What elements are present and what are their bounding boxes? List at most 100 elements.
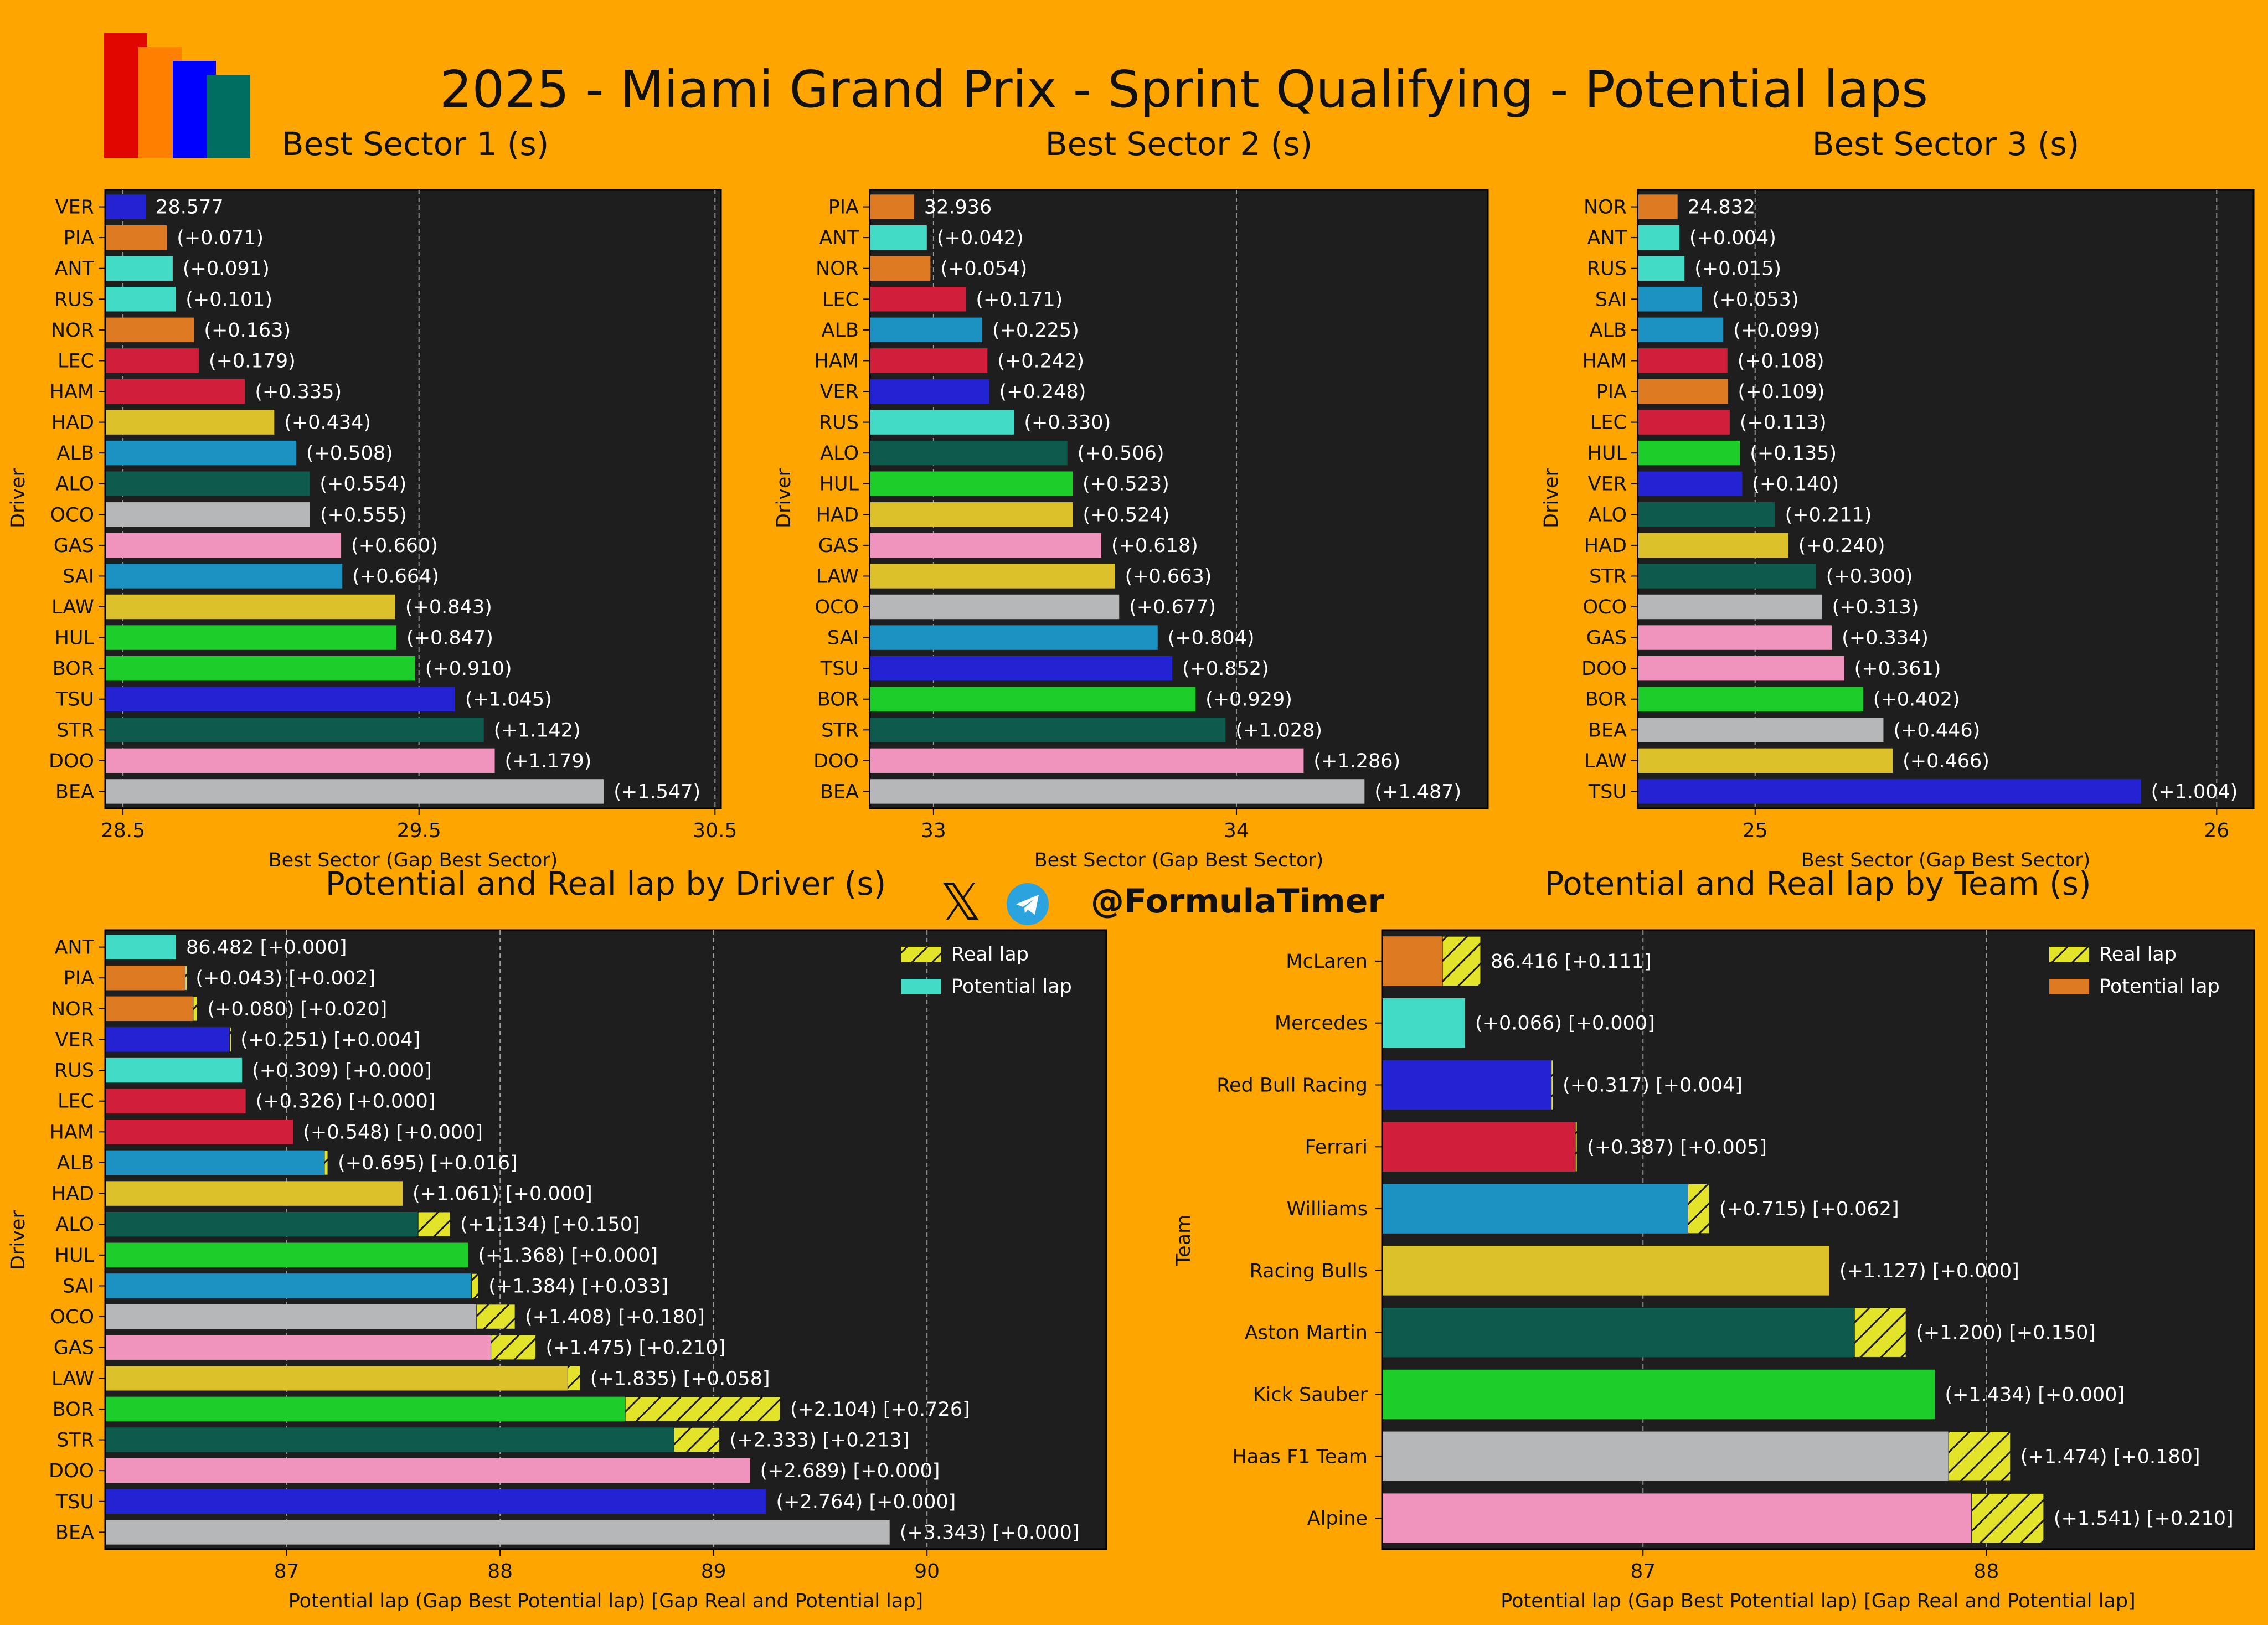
data-label: 32.936 <box>924 197 992 219</box>
real-lap-bar <box>324 1150 328 1175</box>
data-label: (+0.852) <box>1182 658 1269 680</box>
y-tick-label: NOR <box>816 258 859 280</box>
y-tick-label: BEA <box>55 1521 94 1544</box>
real-lap-bar <box>625 1396 781 1422</box>
data-label: (+1.061) [+0.000] <box>413 1183 592 1205</box>
bar-tsu <box>106 687 455 711</box>
data-label: (+1.384) [+0.033] <box>488 1275 668 1297</box>
bar-nor <box>1638 194 1678 219</box>
data-label: (+0.113) <box>1740 412 1827 434</box>
bar-ver <box>1638 471 1743 496</box>
data-label: (+1.200) [+0.150] <box>1916 1322 2096 1344</box>
y-tick-label: Aston Martin <box>1245 1322 1368 1344</box>
x-tick-label: 88 <box>1973 1560 1999 1583</box>
x-axis-label: Potential lap (Gap Best Potential lap) [… <box>1501 1590 2135 1612</box>
y-tick-label: GAS <box>54 535 94 557</box>
data-label: (+0.053) <box>1712 288 1799 311</box>
bar-ham <box>106 379 245 404</box>
bar-lec <box>106 348 199 373</box>
real-lap-bar <box>1948 1431 2011 1482</box>
y-tick-label: SAI <box>1595 288 1627 311</box>
y-tick-label: HAM <box>815 350 859 372</box>
y-axis-label: Driver <box>7 1210 29 1270</box>
bar-williams <box>1383 1184 1688 1234</box>
page-title: 2025 - Miami Grand Prix - Sprint Qualify… <box>439 60 1929 119</box>
data-label: (+1.134) [+0.150] <box>460 1214 640 1236</box>
social-handle[interactable]: @FormulaTimer <box>1091 882 1384 921</box>
y-tick-label: Ferrari <box>1305 1136 1368 1158</box>
bar-law <box>106 1366 568 1391</box>
y-tick-label: SAI <box>63 565 94 587</box>
bar-alb <box>106 440 296 466</box>
bar-ver <box>870 379 989 404</box>
data-label: (+0.300) <box>1826 565 1913 587</box>
bar-lec <box>870 287 966 312</box>
y-axis-label: Driver <box>1540 468 1563 528</box>
data-label: (+0.466) <box>1903 750 1989 772</box>
y-tick-label: LEC <box>58 350 94 372</box>
data-label: (+2.333) [+0.213] <box>729 1430 909 1452</box>
bar-lec <box>1638 410 1730 435</box>
data-label: 28.577 <box>156 197 223 219</box>
y-tick-label: OCO <box>815 596 859 618</box>
x-logo-icon[interactable]: 𝕏 <box>940 873 982 932</box>
bar-mclaren <box>1383 936 1443 986</box>
bar-hul <box>106 625 397 650</box>
y-tick-label: ALO <box>820 442 859 465</box>
data-label: (+1.835) [+0.058] <box>590 1368 770 1390</box>
bar-lec <box>106 1089 246 1113</box>
data-label: (+2.764) [+0.000] <box>776 1491 956 1513</box>
chart-title: Best Sector 1 (s) <box>282 125 549 163</box>
bar-doo <box>106 1458 750 1483</box>
y-tick-label: HAD <box>1584 535 1627 557</box>
x-tick-label: 26 <box>2204 819 2229 842</box>
data-label: (+0.929) <box>1205 689 1292 711</box>
bar-ham <box>106 1120 293 1144</box>
bar-bea <box>1638 718 1884 742</box>
y-tick-label: ALO <box>1588 504 1627 526</box>
chart-title: Best Sector 3 (s) <box>1812 125 2080 163</box>
y-tick-label: BOR <box>1585 689 1627 711</box>
bar-ham <box>870 348 988 373</box>
data-label: (+1.028) <box>1235 719 1322 741</box>
bar-alb <box>870 317 982 343</box>
data-label: (+0.361) <box>1854 658 1941 680</box>
bar-rus <box>106 1057 243 1083</box>
data-label: (+0.015) <box>1694 258 1781 280</box>
y-tick-label: LEC <box>1590 412 1627 434</box>
y-tick-label: ALB <box>57 1152 94 1174</box>
y-tick-label: Alpine <box>1307 1508 1368 1530</box>
chart-sector3: 25 26 Best Sector 3 (s) Best Sector (Gap Be… <box>1540 125 2255 871</box>
data-label: (+1.045) <box>465 689 552 711</box>
bar-haas-f1-team <box>1383 1431 1949 1482</box>
bar-had <box>1638 533 1788 558</box>
legend-swatch-potential <box>2049 979 2089 994</box>
x-axis-label: Potential lap (Gap Best Potential lap) [… <box>288 1590 923 1612</box>
y-tick-label: ALB <box>822 319 859 342</box>
y-tick-label: ALB <box>1590 319 1627 342</box>
telegram-icon[interactable] <box>1007 883 1049 925</box>
x-tick-label: 25 <box>1743 819 1768 842</box>
data-label: 86.482 [+0.000] <box>186 937 347 959</box>
y-tick-label: LAW <box>51 596 94 618</box>
y-axis-label: Driver <box>7 468 29 528</box>
bar-hul <box>106 1242 468 1268</box>
data-label: (+0.335) <box>255 381 342 403</box>
data-label: (+0.910) <box>425 658 512 680</box>
bar-tsu <box>106 1489 766 1514</box>
bar-alb <box>1638 317 1724 343</box>
real-lap-bar <box>1687 1183 1710 1234</box>
data-label: (+0.042) <box>937 227 1024 249</box>
data-label: (+0.135) <box>1750 442 1837 465</box>
y-tick-label: HUL <box>1587 442 1627 465</box>
chart-title: Potential and Real lap by Driver (s) <box>326 865 886 902</box>
y-tick-label: HAD <box>51 412 94 434</box>
y-tick-label: TSU <box>55 689 94 711</box>
data-label: (+0.242) <box>997 350 1084 372</box>
bar-hul <box>870 471 1073 496</box>
y-tick-label: NOR <box>1584 197 1627 219</box>
real-lap-bar <box>1442 936 1481 987</box>
y-tick-label: STR <box>1589 565 1627 587</box>
y-tick-label: RUS <box>54 1060 94 1082</box>
x-axis-label: Best Sector (Gap Best Sector) <box>269 849 558 871</box>
